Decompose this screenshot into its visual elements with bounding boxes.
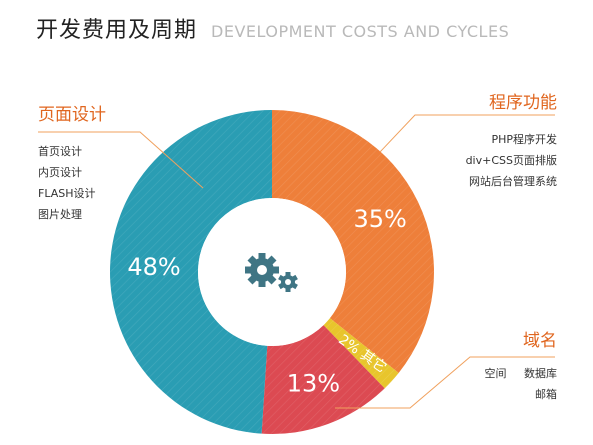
slices [110,110,435,434]
leader-line-page-design [38,131,204,189]
program-item: 网站后台管理系统 [469,175,557,188]
program-heading: 程序功能 [489,93,557,113]
page-design-items: 首页设计 内页设计 FLASH设计 图片处理 [38,141,106,225]
domain-heading: 域名 [523,331,557,351]
page-header: 开发费用及周期 DEVELOPMENT COSTS AND CYCLES [36,12,509,46]
value-label-domain: 13% [287,370,340,398]
page-design-item: 内页设计 [38,166,82,179]
slice-other-texture [323,318,399,389]
slice-domain-texture [261,325,385,434]
leader-lines [38,114,555,409]
page-design-item: 首页设计 [38,145,82,158]
domain-items: 空间 数据库 邮箱 [485,363,558,405]
domain-item: 邮箱 [535,388,557,401]
program-item: div+CSS页面排版 [465,154,557,167]
page-design-item: FLASH设计 [38,187,96,200]
page-subtitle: DEVELOPMENT COSTS AND CYCLES [211,22,510,41]
slice-page-design-texture [110,110,272,434]
value-label-program: 35% [353,205,406,233]
gears-icon [245,253,298,292]
slice-program-texture [272,110,435,374]
leader-line-program [379,114,555,153]
program-items: PHP程序开发 div+CSS页面排版 网站后台管理系统 [466,129,557,192]
value-label-page-design: 48% [127,253,180,281]
domain-item: 数据库 [524,367,557,380]
program-block: 程序功能 PHP程序开发 div+CSS页面排版 网站后台管理系统 [466,88,557,192]
page-design-block: 页面设计 首页设计 内页设计 FLASH设计 图片处理 [38,100,106,225]
domain-block: 域名 空间 数据库 邮箱 [485,326,558,405]
leader-line-domain [335,356,555,409]
page-design-heading: 页面设计 [38,105,106,125]
program-item: PHP程序开发 [491,133,557,146]
page-title: 开发费用及周期 [36,18,198,43]
page-design-item: 图片处理 [38,208,82,221]
domain-item: 空间 [484,367,507,380]
